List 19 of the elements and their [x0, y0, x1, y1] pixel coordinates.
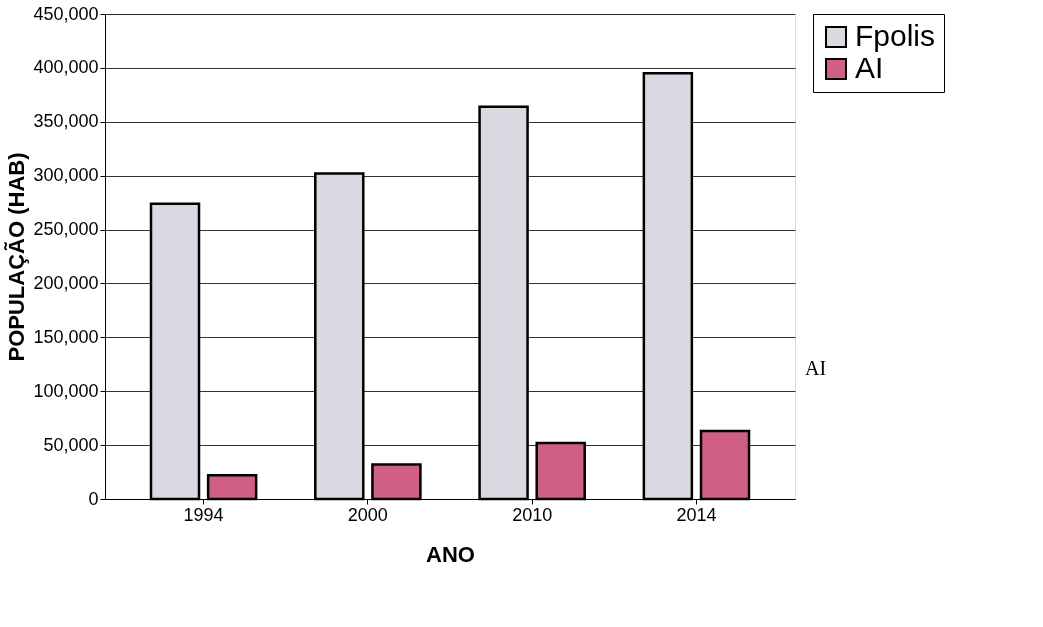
y-tick-label: 250,000: [33, 219, 99, 240]
x-tick-label: 2010: [512, 504, 553, 525]
legend-label: Fpolis: [855, 19, 936, 52]
y-tick-label: 350,000: [33, 111, 99, 132]
x-tick-label: 2000: [347, 504, 388, 525]
x-axis-title: ANO: [426, 541, 475, 567]
x-tick-label: 1994: [183, 504, 224, 525]
x-tick-label: 2014: [676, 504, 717, 525]
y-tick-label: 400,000: [33, 57, 99, 78]
legend-label: AI: [855, 51, 884, 84]
y-tick-label: 0: [88, 488, 99, 509]
y-tick-label: 450,000: [33, 3, 99, 24]
y-tick-label: 200,000: [33, 272, 99, 293]
y-axis-title: POPULAÇÃO (HAB): [4, 152, 30, 362]
y-tick-label: 300,000: [33, 165, 99, 186]
y-tick-label: 100,000: [33, 380, 99, 401]
text: AI: [805, 357, 827, 379]
y-tick-label: 50,000: [43, 434, 99, 455]
y-tick-label: 150,000: [33, 326, 99, 347]
